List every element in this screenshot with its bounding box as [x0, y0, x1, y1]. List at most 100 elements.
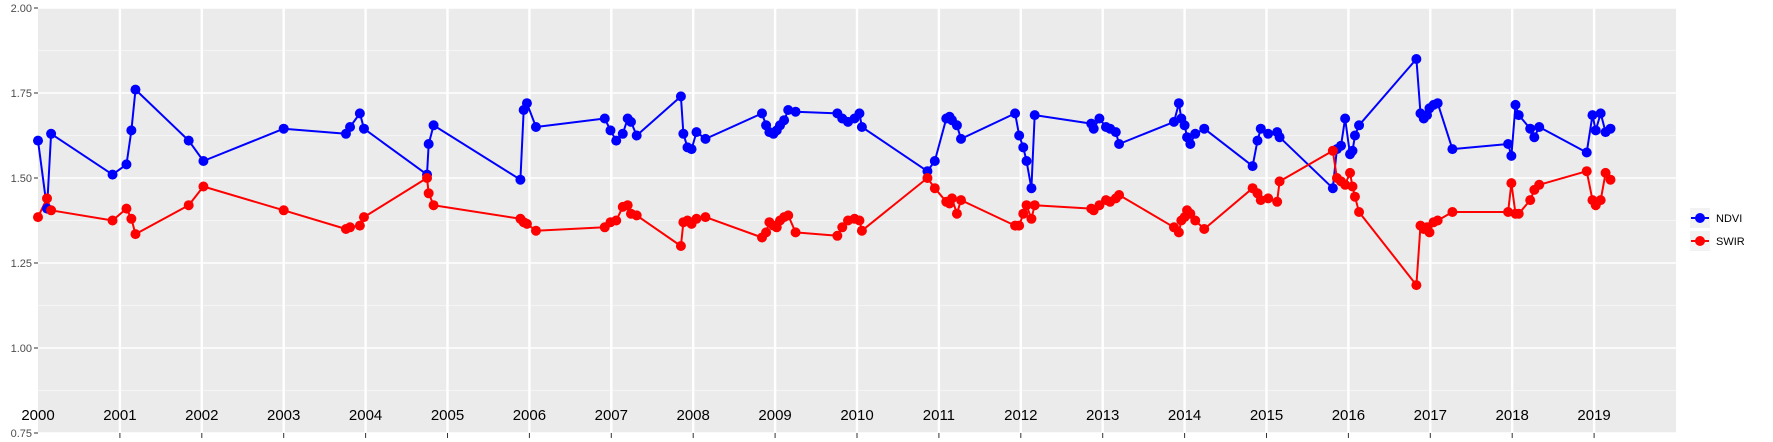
- year-label: 2002: [185, 407, 218, 424]
- data-point-ndvi: [1340, 113, 1351, 124]
- data-point-swir: [700, 212, 711, 223]
- data-point-ndvi: [1110, 127, 1121, 138]
- data-point-ndvi: [1411, 54, 1422, 64]
- data-point-ndvi: [856, 122, 867, 132]
- data-point-swir: [1263, 193, 1274, 204]
- data-point-ndvi: [1534, 122, 1545, 132]
- data-point-ndvi: [423, 139, 434, 149]
- data-point-ndvi: [790, 106, 801, 117]
- data-point-swir: [1190, 215, 1201, 226]
- data-point-ndvi: [1510, 99, 1521, 110]
- data-point-ndvi: [354, 108, 365, 119]
- data-point-swir: [1525, 195, 1536, 206]
- data-point-swir: [1349, 191, 1360, 202]
- y-tick-label: 1.00: [11, 343, 32, 355]
- data-point-ndvi: [599, 113, 610, 124]
- data-point-ndvi: [33, 135, 43, 146]
- data-point-ndvi: [1173, 98, 1184, 109]
- data-point-ndvi: [1179, 120, 1190, 131]
- year-label: 2019: [1577, 407, 1610, 424]
- data-point-ndvi: [1354, 120, 1365, 131]
- data-point-swir: [1411, 280, 1422, 291]
- data-point-swir: [423, 188, 434, 199]
- data-point-ndvi: [1014, 130, 1025, 141]
- data-point-swir: [422, 173, 433, 183]
- legend-key-point: [1695, 236, 1705, 246]
- data-point-swir: [1605, 174, 1616, 185]
- data-point-swir: [1506, 178, 1517, 189]
- data-point-ndvi: [678, 128, 689, 139]
- data-point-swir: [854, 215, 865, 226]
- data-point-ndvi: [1587, 110, 1598, 121]
- data-point-swir: [622, 200, 633, 211]
- data-point-swir: [1345, 167, 1356, 178]
- year-label: 2018: [1496, 407, 1529, 424]
- data-point-ndvi: [1199, 123, 1210, 134]
- data-point-ndvi: [428, 120, 439, 131]
- data-point-swir: [1014, 220, 1025, 231]
- data-point-ndvi: [854, 108, 865, 119]
- year-label: 2008: [677, 407, 710, 424]
- y-tick-label: 2.00: [11, 3, 32, 15]
- data-point-ndvi: [1432, 98, 1443, 109]
- year-label: 2011: [923, 407, 955, 424]
- data-point-swir: [929, 183, 940, 194]
- data-point-ndvi: [675, 91, 686, 102]
- data-point-swir: [1581, 166, 1592, 177]
- data-point-swir: [1114, 190, 1125, 200]
- year-label: 2007: [595, 407, 628, 424]
- y-tick-label: 1.50: [11, 173, 32, 185]
- data-point-swir: [832, 230, 843, 241]
- data-point-ndvi: [951, 120, 962, 131]
- y-tick-label: 1.75: [11, 88, 32, 100]
- data-point-swir: [611, 215, 622, 226]
- data-point-ndvi: [1274, 132, 1285, 143]
- data-point-swir: [42, 193, 53, 204]
- data-point-swir: [1354, 207, 1365, 217]
- data-point-ndvi: [1513, 110, 1524, 121]
- data-point-swir: [790, 227, 801, 238]
- data-point-swir: [126, 213, 137, 224]
- data-point-swir: [783, 210, 794, 221]
- data-point-ndvi: [521, 98, 532, 109]
- data-point-ndvi: [530, 122, 541, 132]
- data-point-swir: [358, 212, 369, 223]
- data-point-ndvi: [700, 133, 711, 144]
- data-point-ndvi: [1010, 108, 1021, 119]
- data-point-ndvi: [358, 123, 369, 134]
- data-point-ndvi: [1595, 108, 1606, 119]
- data-point-ndvi: [1094, 113, 1105, 124]
- data-point-ndvi: [183, 135, 194, 146]
- data-point-ndvi: [1347, 145, 1358, 156]
- data-point-ndvi: [126, 125, 137, 136]
- data-point-swir: [1347, 181, 1358, 192]
- data-point-ndvi: [956, 133, 967, 144]
- data-point-ndvi: [686, 144, 697, 155]
- y-tick-label: 1.25: [11, 258, 32, 270]
- data-point-swir: [1595, 195, 1606, 206]
- data-point-ndvi: [631, 130, 642, 141]
- year-label: 2004: [349, 407, 382, 424]
- data-point-ndvi: [1029, 110, 1040, 121]
- data-point-ndvi: [1447, 144, 1458, 155]
- year-label: 2006: [513, 407, 546, 424]
- legend-label-ndvi: NDVI: [1716, 213, 1742, 225]
- data-point-ndvi: [1605, 123, 1616, 134]
- data-point-swir: [130, 229, 141, 240]
- data-point-ndvi: [1349, 130, 1360, 141]
- data-point-swir: [198, 181, 209, 192]
- data-point-swir: [1029, 200, 1040, 211]
- data-point-ndvi: [605, 125, 616, 136]
- data-point-ndvi: [130, 84, 141, 95]
- data-point-swir: [1447, 207, 1458, 217]
- data-point-swir: [345, 222, 356, 233]
- data-point-swir: [1018, 208, 1029, 219]
- year-label: 2010: [840, 407, 873, 424]
- data-point-swir: [1534, 179, 1545, 190]
- data-point-ndvi: [1185, 139, 1196, 149]
- data-point-ndvi: [1503, 139, 1514, 149]
- data-point-ndvi: [1525, 123, 1536, 134]
- year-label: 2001: [103, 407, 136, 424]
- data-point-swir: [947, 193, 958, 204]
- data-point-ndvi: [345, 122, 356, 132]
